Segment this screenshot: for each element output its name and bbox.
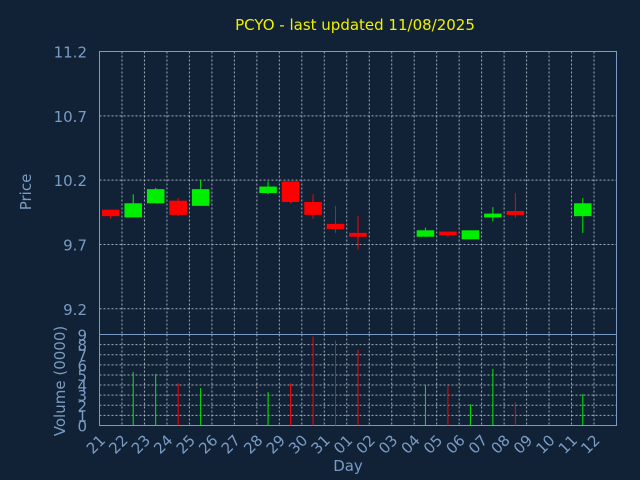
- candle-body: [169, 200, 187, 215]
- candle: [169, 198, 187, 217]
- chart-title: PCYO - last updated 11/08/2025: [235, 16, 475, 34]
- candlestick-series: [101, 180, 592, 250]
- price-y-tick-label: 9.7: [63, 236, 87, 254]
- x-tick-label: 12: [577, 431, 603, 457]
- candle-body: [439, 231, 457, 236]
- candle: [349, 216, 367, 250]
- volume-series: [132, 336, 584, 426]
- price-y-ticks: 9.2 9.7 10.2 10.7 11.2: [54, 44, 87, 319]
- price-y-tick-label: 10.2: [54, 172, 87, 190]
- volume-axis-label: Volume (0000): [51, 326, 69, 436]
- candle: [326, 205, 345, 233]
- candle: [281, 181, 300, 204]
- volume-y-tick-label: 7: [77, 347, 87, 365]
- price-y-tick-label: 11.2: [54, 44, 87, 62]
- volume-y-tick-label: 4: [77, 377, 87, 395]
- price-axis-label: Price: [17, 174, 35, 211]
- candle-body: [304, 202, 322, 215]
- price-grid: [99, 51, 617, 335]
- candle: [304, 194, 322, 219]
- volume-y-tick-label: 9: [77, 327, 87, 345]
- candle-body: [574, 203, 592, 217]
- candle: [191, 180, 210, 206]
- candle-body: [191, 189, 210, 206]
- price-y-tick-label: 9.2: [63, 301, 87, 319]
- candle-body: [349, 232, 367, 237]
- candle: [259, 181, 277, 195]
- volume-y-tick-label: 3: [77, 387, 87, 405]
- price-plot-frame: [99, 51, 617, 335]
- candle: [461, 230, 480, 240]
- volume-y-tick-label: 5: [77, 367, 87, 385]
- candle: [484, 207, 502, 222]
- candle-body: [281, 181, 300, 203]
- candle-body: [124, 203, 142, 218]
- price-y-tick-label: 10.7: [54, 108, 87, 126]
- volume-y-tick-label: 2: [77, 397, 87, 415]
- candle-body: [326, 223, 345, 230]
- candle: [124, 194, 142, 218]
- x-ticks: 2122232425262728293031010203040506070809…: [83, 431, 604, 457]
- candle-body: [461, 230, 480, 240]
- candle: [574, 198, 592, 233]
- volume-y-tick-label: 8: [77, 337, 87, 355]
- x-axis-label: Day: [333, 457, 363, 475]
- volume-y-tick-label: 0: [77, 418, 87, 436]
- volume-y-tick-label: 6: [77, 357, 87, 375]
- candle-body: [484, 213, 502, 218]
- candle-body: [259, 186, 277, 193]
- candle-body: [416, 230, 435, 237]
- volume-grid: [99, 334, 617, 426]
- candle: [439, 231, 457, 237]
- candle: [101, 209, 120, 219]
- candle: [506, 193, 525, 218]
- candle: [146, 187, 165, 204]
- volume-y-tick-label: 1: [77, 407, 87, 425]
- candle-body: [506, 211, 525, 215]
- candle: [416, 227, 435, 237]
- candle-body: [146, 189, 165, 204]
- candle-body: [101, 209, 120, 217]
